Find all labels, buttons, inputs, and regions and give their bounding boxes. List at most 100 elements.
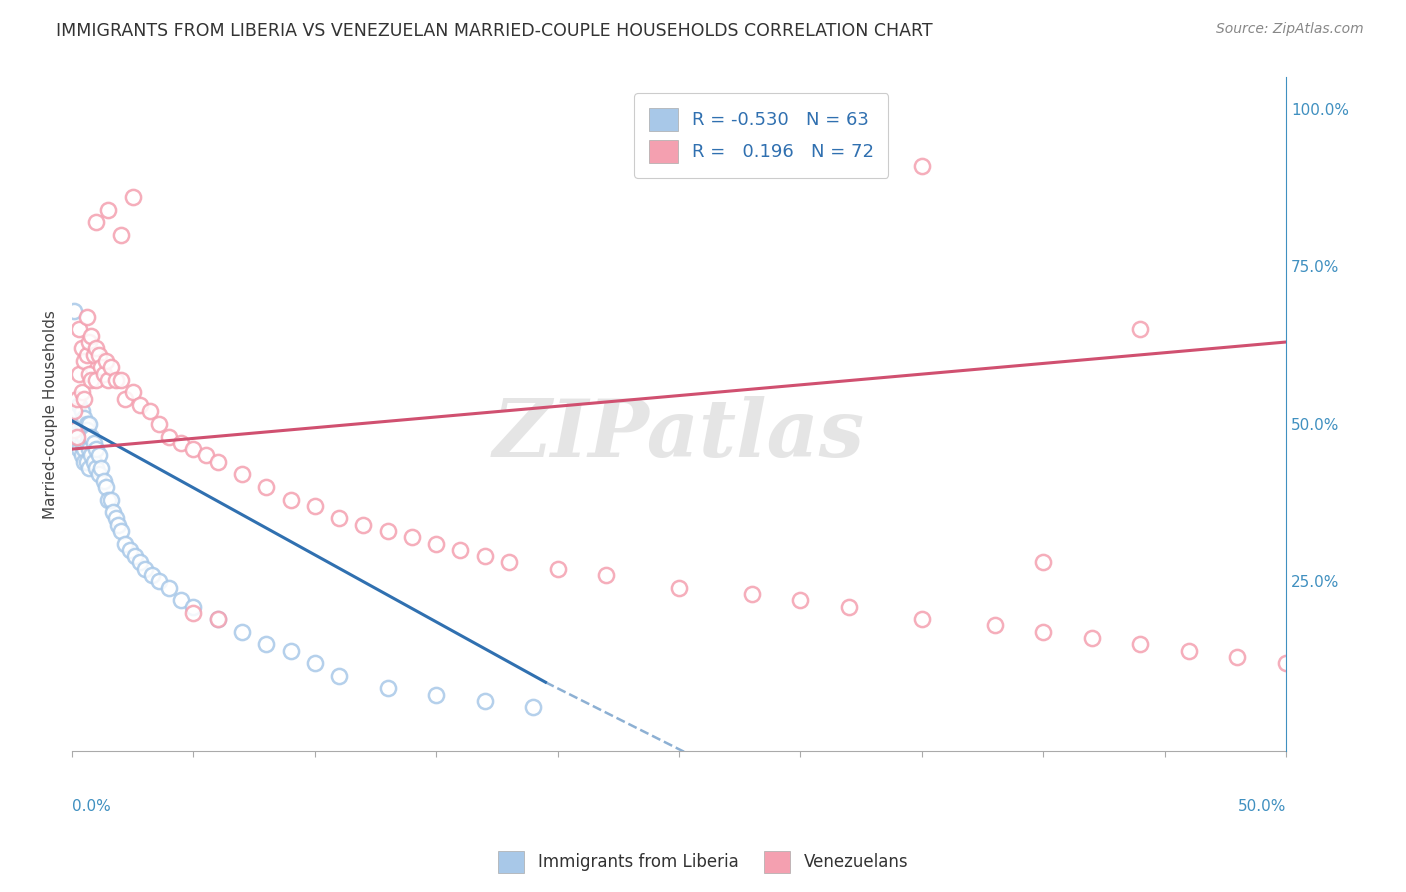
Point: [84, 442, 107, 456]
Point: [67, 398, 90, 412]
Point: [141, 568, 163, 582]
Point: [231, 624, 253, 639]
Text: IMMIGRANTS FROM LIBERIA VS VENEZUELAN MARRIED-COUPLE HOUSEHOLDS CORRELATION CHAR: IMMIGRANTS FROM LIBERIA VS VENEZUELAN MA…: [56, 22, 932, 40]
Point: [84, 215, 107, 229]
Point: [73, 429, 96, 443]
Point: [254, 480, 277, 494]
Point: [328, 511, 350, 525]
Point: [170, 435, 193, 450]
Point: [129, 398, 152, 412]
Point: [93, 367, 115, 381]
Point: [73, 423, 96, 437]
Point: [73, 354, 96, 368]
Point: [231, 467, 253, 482]
Point: [377, 524, 399, 538]
Point: [63, 423, 86, 437]
Point: [73, 442, 96, 456]
Point: [67, 442, 90, 456]
Point: [110, 227, 132, 242]
Point: [66, 435, 89, 450]
Point: [207, 455, 229, 469]
Point: [80, 328, 103, 343]
Point: [474, 549, 496, 564]
Point: [90, 360, 112, 375]
Point: [94, 354, 117, 368]
Point: [63, 417, 86, 431]
Point: [100, 492, 122, 507]
Point: [110, 524, 132, 538]
Point: [67, 367, 90, 381]
Point: [76, 455, 98, 469]
Point: [76, 310, 98, 324]
Point: [77, 429, 100, 443]
Point: [425, 536, 447, 550]
Point: [70, 385, 93, 400]
Point: [157, 581, 180, 595]
Point: [67, 322, 90, 336]
Point: [207, 612, 229, 626]
Point: [84, 341, 107, 355]
Point: [911, 612, 934, 626]
Point: [1129, 637, 1152, 651]
Legend: R = -0.530   N = 63, R =   0.196   N = 72: R = -0.530 N = 63, R = 0.196 N = 72: [634, 93, 889, 178]
Point: [1275, 657, 1298, 671]
Point: [73, 410, 96, 425]
Point: [183, 442, 205, 456]
Point: [76, 423, 98, 437]
Point: [547, 562, 569, 576]
Point: [110, 373, 132, 387]
Point: [983, 618, 1005, 632]
Point: [474, 694, 496, 708]
Point: [280, 492, 302, 507]
Point: [84, 373, 107, 387]
Point: [741, 587, 763, 601]
Point: [121, 190, 143, 204]
Point: [83, 455, 105, 469]
Point: [66, 429, 89, 443]
Point: [77, 417, 100, 431]
Point: [77, 334, 100, 349]
Point: [522, 700, 544, 714]
Point: [90, 461, 112, 475]
Point: [304, 499, 326, 513]
Point: [107, 517, 129, 532]
Point: [377, 681, 399, 696]
Point: [498, 556, 520, 570]
Point: [73, 392, 96, 406]
Point: [401, 530, 423, 544]
Point: [100, 360, 122, 375]
Point: [1129, 322, 1152, 336]
Point: [104, 511, 127, 525]
Point: [1178, 643, 1201, 657]
Point: [124, 549, 146, 564]
Point: [63, 429, 86, 443]
Y-axis label: Married-couple Households: Married-couple Households: [44, 310, 58, 519]
Point: [94, 480, 117, 494]
Point: [450, 542, 472, 557]
Point: [121, 385, 143, 400]
Point: [70, 423, 93, 437]
Point: [87, 449, 110, 463]
Point: [76, 435, 98, 450]
Point: [120, 542, 142, 557]
Text: Source: ZipAtlas.com: Source: ZipAtlas.com: [1216, 22, 1364, 37]
Point: [1032, 624, 1054, 639]
Point: [183, 606, 205, 620]
Point: [67, 417, 90, 431]
Point: [66, 392, 89, 406]
Point: [76, 348, 98, 362]
Point: [80, 373, 103, 387]
Point: [70, 449, 93, 463]
Text: ZIPatlas: ZIPatlas: [494, 396, 865, 474]
Point: [425, 688, 447, 702]
Point: [83, 348, 105, 362]
Point: [170, 593, 193, 607]
Point: [70, 417, 93, 431]
Point: [148, 574, 170, 589]
Point: [328, 669, 350, 683]
Point: [103, 505, 125, 519]
Point: [114, 536, 136, 550]
Point: [1226, 650, 1249, 665]
Point: [114, 392, 136, 406]
Point: [668, 581, 690, 595]
